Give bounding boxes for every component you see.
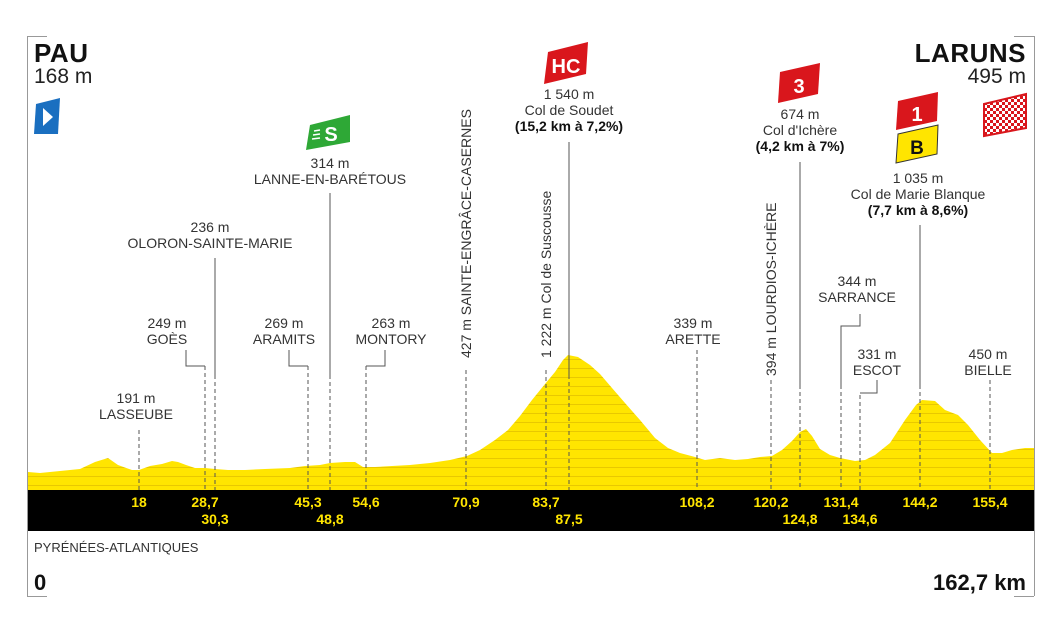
frame-right-top <box>1014 36 1034 37</box>
climb-category-hc-icon: HC <box>544 42 588 84</box>
place-lasseube: 191 m LASSEUBE <box>99 390 173 422</box>
finish-city: LARUNS <box>914 38 1026 68</box>
climb-category-1-icon: 1 <box>896 92 938 130</box>
svg-text:S: S <box>324 124 337 146</box>
department-label: PYRÉNÉES-ATLANTIQUES <box>34 540 199 555</box>
climb-altitude: 1 035 m <box>892 170 944 186</box>
start-city: PAU <box>34 38 89 68</box>
svg-text:3: 3 <box>793 76 804 98</box>
frame-left <box>27 36 28 596</box>
place-escot: 331 m ESCOT <box>852 346 902 378</box>
sprint-name: LANNE-EN-BARÉTOUS <box>253 171 407 187</box>
km-marker: 108,2 <box>679 494 715 510</box>
distance-start: 0 <box>34 570 47 595</box>
climb-marie-blanque-label: 1 035 m Col de Marie Blanque (7,7 km à 8… <box>851 170 986 218</box>
place-oloron: 236 m OLORON-SAINTE-MARIE <box>127 219 293 251</box>
place-sarrance: 344 m SARRANCE <box>818 273 896 305</box>
km-marker: 28,7 <box>191 494 219 510</box>
svg-text:B: B <box>910 138 924 159</box>
place-arette: 339 m ARETTE <box>665 315 721 347</box>
sprint-altitude: 314 m <box>310 155 350 171</box>
km-marker: 83,7 <box>532 494 560 510</box>
svg-text:HC: HC <box>552 56 581 78</box>
place-bielle: 450 m BIELLE <box>964 346 1012 378</box>
place-sainte-engrace-vertical: 427 m SAINTE-ENGRÂCE-CASERNES <box>458 109 474 358</box>
climb-ichere-label: 674 m Col d'Ichère (4,2 km à 7%) <box>756 106 845 154</box>
climb-altitude: 1 540 m <box>543 86 595 102</box>
place-aramits: 269 m ARAMITS <box>252 315 316 347</box>
km-marker: 54,6 <box>352 494 380 510</box>
km-marker: 144,2 <box>902 494 938 510</box>
climb-stats: (4,2 km à 7%) <box>755 138 845 154</box>
km-marker: 18 <box>131 494 147 510</box>
km-marker: 48,8 <box>316 511 344 527</box>
frame-left-top <box>27 36 47 37</box>
bonus-b-icon: B <box>895 124 939 164</box>
svg-text:1: 1 <box>911 104 922 126</box>
km-marker: 155,4 <box>972 494 1008 510</box>
place-lourdios-vertical: 394 m LOURDIOS-ICHÈRE <box>763 202 779 376</box>
distance-end: 162,7 km <box>933 570 1026 595</box>
climb-name: Col de Marie Blanque <box>850 186 986 202</box>
km-marker: 45,3 <box>294 494 322 510</box>
sprint-label: 314 m LANNE-EN-BARÉTOUS <box>254 155 406 187</box>
km-dashed-markers <box>138 350 991 490</box>
climb-name: Col d'Ichère <box>762 122 838 138</box>
place-goes: 249 m GOÈS <box>146 315 188 347</box>
finish-altitude: 495 m <box>967 65 1026 88</box>
km-marker: 120,2 <box>753 494 789 510</box>
km-band <box>28 490 1034 531</box>
km-marker: 30,3 <box>201 511 229 527</box>
climb-soudet-label: 1 540 m Col de Soudet (15,2 km à 7,2%) <box>515 86 623 134</box>
km-marker: 87,5 <box>555 511 583 527</box>
elevation-profile <box>28 355 1034 490</box>
frame-right-bottom <box>1014 596 1034 597</box>
climb-stats: (15,2 km à 7,2%) <box>514 118 624 134</box>
km-marker: 134,6 <box>842 511 878 527</box>
frame-left-bottom <box>27 596 47 597</box>
frame-right <box>1034 36 1035 596</box>
start-flag-icon <box>34 98 60 134</box>
km-marker: 131,4 <box>823 494 859 510</box>
checkered-finish-flag-icon <box>983 92 1027 138</box>
place-montory: 263 m MONTORY <box>355 315 427 347</box>
climb-name: Col de Soudet <box>524 102 614 118</box>
km-marker: 70,9 <box>452 494 480 510</box>
leader-lines <box>185 142 921 394</box>
climb-altitude: 674 m <box>780 106 820 122</box>
climb-category-3-icon: 3 <box>778 63 820 103</box>
start-altitude: 168 m <box>34 65 93 88</box>
km-marker: 124,8 <box>782 511 818 527</box>
climb-stats: (7,7 km à 8,6%) <box>867 202 969 218</box>
sprint-icon: S <box>306 115 350 150</box>
place-suscousse-vertical: 1 222 m Col de Suscousse <box>538 190 554 358</box>
